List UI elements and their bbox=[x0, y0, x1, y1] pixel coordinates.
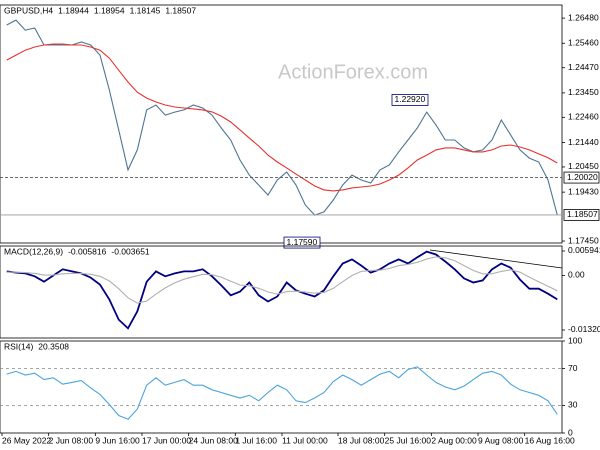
y-tick-label: 1.23450 bbox=[568, 87, 599, 97]
panel-title: GBPUSD,H4 bbox=[4, 5, 53, 15]
header-value: 20.3508 bbox=[38, 341, 69, 351]
header-value: 1.18145 bbox=[130, 5, 161, 15]
x-tick-label: 2 Jun 08:00 bbox=[49, 435, 94, 445]
y-tick-label: 1.25460 bbox=[568, 38, 599, 48]
y-tick-label: 0.005941 bbox=[568, 245, 600, 255]
y-tick-label: -0.013207 bbox=[568, 324, 600, 334]
panel-frame bbox=[0, 340, 563, 434]
y-tick-label: 1.24470 bbox=[568, 62, 599, 72]
y-tick-label: 30 bbox=[568, 400, 578, 410]
panel-title: RSI(14) bbox=[4, 341, 33, 351]
y-tick-label: 1.21440 bbox=[568, 137, 599, 147]
x-tick-label: 9 Jun 16:00 bbox=[95, 435, 140, 445]
x-tick-label: 11 Jul 00:00 bbox=[282, 435, 328, 445]
x-tick-label: 18 Jul 08:00 bbox=[338, 435, 385, 445]
y-tick-label: 0 bbox=[568, 427, 573, 437]
y-tick-label: 70 bbox=[568, 363, 578, 373]
y-tick-label: 1.17450 bbox=[568, 235, 599, 245]
series-line bbox=[6, 19, 558, 216]
x-tick-label: 17 Jun 00:00 bbox=[142, 435, 191, 445]
y-tick-label: 0.00 bbox=[568, 270, 585, 280]
x-tick-label: 16 Aug 16:00 bbox=[525, 435, 575, 445]
x-tick-label: 1 Jul 16:00 bbox=[235, 435, 277, 445]
header-value: -0.003651 bbox=[111, 246, 150, 256]
x-tick-label: 24 Jun 08:00 bbox=[189, 435, 238, 445]
watermark: ActionForex.com bbox=[278, 61, 428, 83]
header-value: 1.18954 bbox=[94, 5, 125, 15]
annotation-label: 1.22920 bbox=[395, 94, 426, 104]
series-line bbox=[6, 256, 558, 304]
panel-frame bbox=[0, 4, 563, 244]
y-tick-label: 1.20450 bbox=[568, 161, 599, 171]
annotation-label: 1.17590 bbox=[287, 237, 318, 247]
price-level-box bbox=[563, 171, 600, 184]
series-line bbox=[6, 250, 558, 330]
price-level-label: 1.20020 bbox=[567, 172, 598, 182]
y-tick-label: 1.22460 bbox=[568, 112, 599, 122]
y-tick-label: 1.26480 bbox=[568, 12, 599, 22]
header-value: 1.18507 bbox=[165, 5, 196, 15]
x-tick-label: 9 Aug 08:00 bbox=[478, 435, 524, 445]
series-line bbox=[6, 366, 558, 420]
trendline bbox=[429, 249, 563, 269]
annotation-box bbox=[391, 94, 429, 106]
price-level-label: 1.18507 bbox=[567, 209, 598, 219]
panel-title: MACD(12,26,9) bbox=[4, 246, 63, 256]
y-tick-label: 100 bbox=[568, 335, 582, 345]
annotation-box bbox=[283, 236, 321, 249]
series-line bbox=[6, 43, 558, 192]
panel-frame bbox=[0, 245, 563, 339]
y-tick-label: 1.19430 bbox=[568, 186, 599, 196]
header-value: -0.005816 bbox=[68, 246, 107, 256]
x-tick-label: 25 Jul 16:00 bbox=[385, 435, 432, 445]
x-tick-label: 2 Aug 00:00 bbox=[431, 435, 477, 445]
price-level-box bbox=[563, 209, 600, 221]
x-tick-label: 26 May 2022 bbox=[2, 435, 51, 445]
header-value: 1.18944 bbox=[58, 5, 89, 15]
